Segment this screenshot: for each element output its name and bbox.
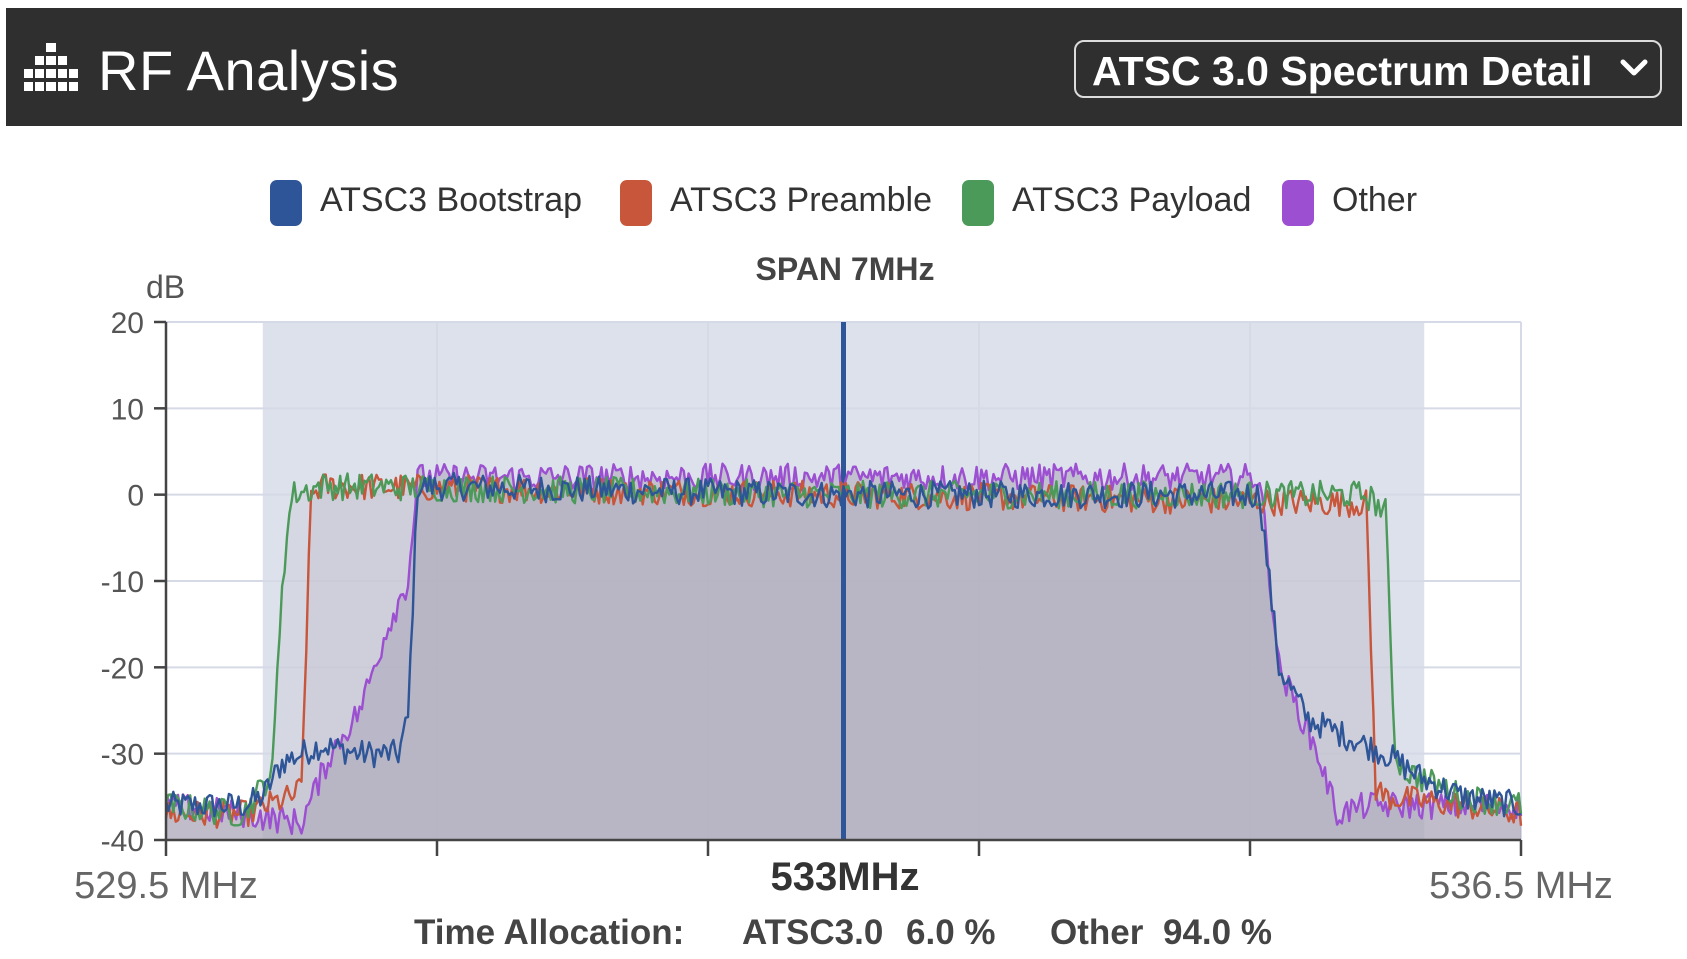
y-axis-label: dB bbox=[146, 269, 185, 305]
other-allocation-value: 94.0 % bbox=[1163, 913, 1272, 952]
y-tick-label: 10 bbox=[111, 393, 144, 426]
spectrum-chart: ATSC3 Bootstrap ATSC3 Preamble ATSC3 Pay… bbox=[74, 180, 1613, 952]
x-axis-max-label: 536.5 MHz bbox=[1429, 865, 1613, 907]
view-selector[interactable]: ATSC 3.0 Spectrum Detail bbox=[1074, 40, 1662, 98]
x-axis-center-label: 533MHz bbox=[771, 855, 920, 899]
x-axis-min-label: 529.5 MHz bbox=[74, 865, 258, 907]
series-line bbox=[164, 471, 1522, 818]
legend-item-payload[interactable]: ATSC3 Payload bbox=[962, 180, 1251, 226]
page-title: RF Analysis bbox=[98, 39, 400, 102]
time-allocation: Time Allocation: ATSC3.0 6.0 % Other 94.… bbox=[414, 913, 1272, 952]
legend-label: ATSC3 Payload bbox=[1012, 181, 1251, 219]
view-selector-label: ATSC 3.0 Spectrum Detail bbox=[1092, 48, 1593, 94]
y-tick-label: 20 bbox=[111, 307, 144, 340]
legend-swatch bbox=[962, 180, 994, 226]
plot-area: 20 10 0 -10 -20 -30 -40 bbox=[101, 307, 1523, 858]
legend: ATSC3 Bootstrap ATSC3 Preamble ATSC3 Pay… bbox=[270, 180, 1417, 226]
y-tick-label: -20 bbox=[101, 652, 144, 685]
legend-label: ATSC3 Bootstrap bbox=[320, 181, 582, 219]
legend-item-other[interactable]: Other bbox=[1282, 180, 1417, 226]
legend-swatch bbox=[1282, 180, 1314, 226]
legend-label: Other bbox=[1332, 181, 1417, 219]
time-allocation-label: Time Allocation: bbox=[414, 913, 684, 952]
y-tick-label: 0 bbox=[127, 480, 144, 513]
other-allocation-label: Other bbox=[1050, 913, 1144, 952]
atsc-allocation-label: ATSC3.0 bbox=[742, 913, 883, 952]
bar-chart-icon bbox=[24, 43, 78, 91]
legend-label: ATSC3 Preamble bbox=[670, 181, 932, 219]
legend-swatch bbox=[620, 180, 652, 226]
y-tick-label: -10 bbox=[101, 566, 144, 599]
y-tick-label: -40 bbox=[101, 825, 144, 858]
header-bar: RF Analysis ATSC 3.0 Spectrum Detail bbox=[6, 8, 1682, 126]
legend-item-bootstrap[interactable]: ATSC3 Bootstrap bbox=[270, 180, 582, 226]
legend-item-preamble[interactable]: ATSC3 Preamble bbox=[620, 180, 932, 226]
chevron-down-icon bbox=[1620, 59, 1648, 76]
y-tick-label: -30 bbox=[101, 739, 144, 772]
chart-title: SPAN 7MHz bbox=[756, 251, 935, 287]
legend-swatch bbox=[270, 180, 302, 226]
atsc-allocation-value: 6.0 % bbox=[906, 913, 996, 952]
